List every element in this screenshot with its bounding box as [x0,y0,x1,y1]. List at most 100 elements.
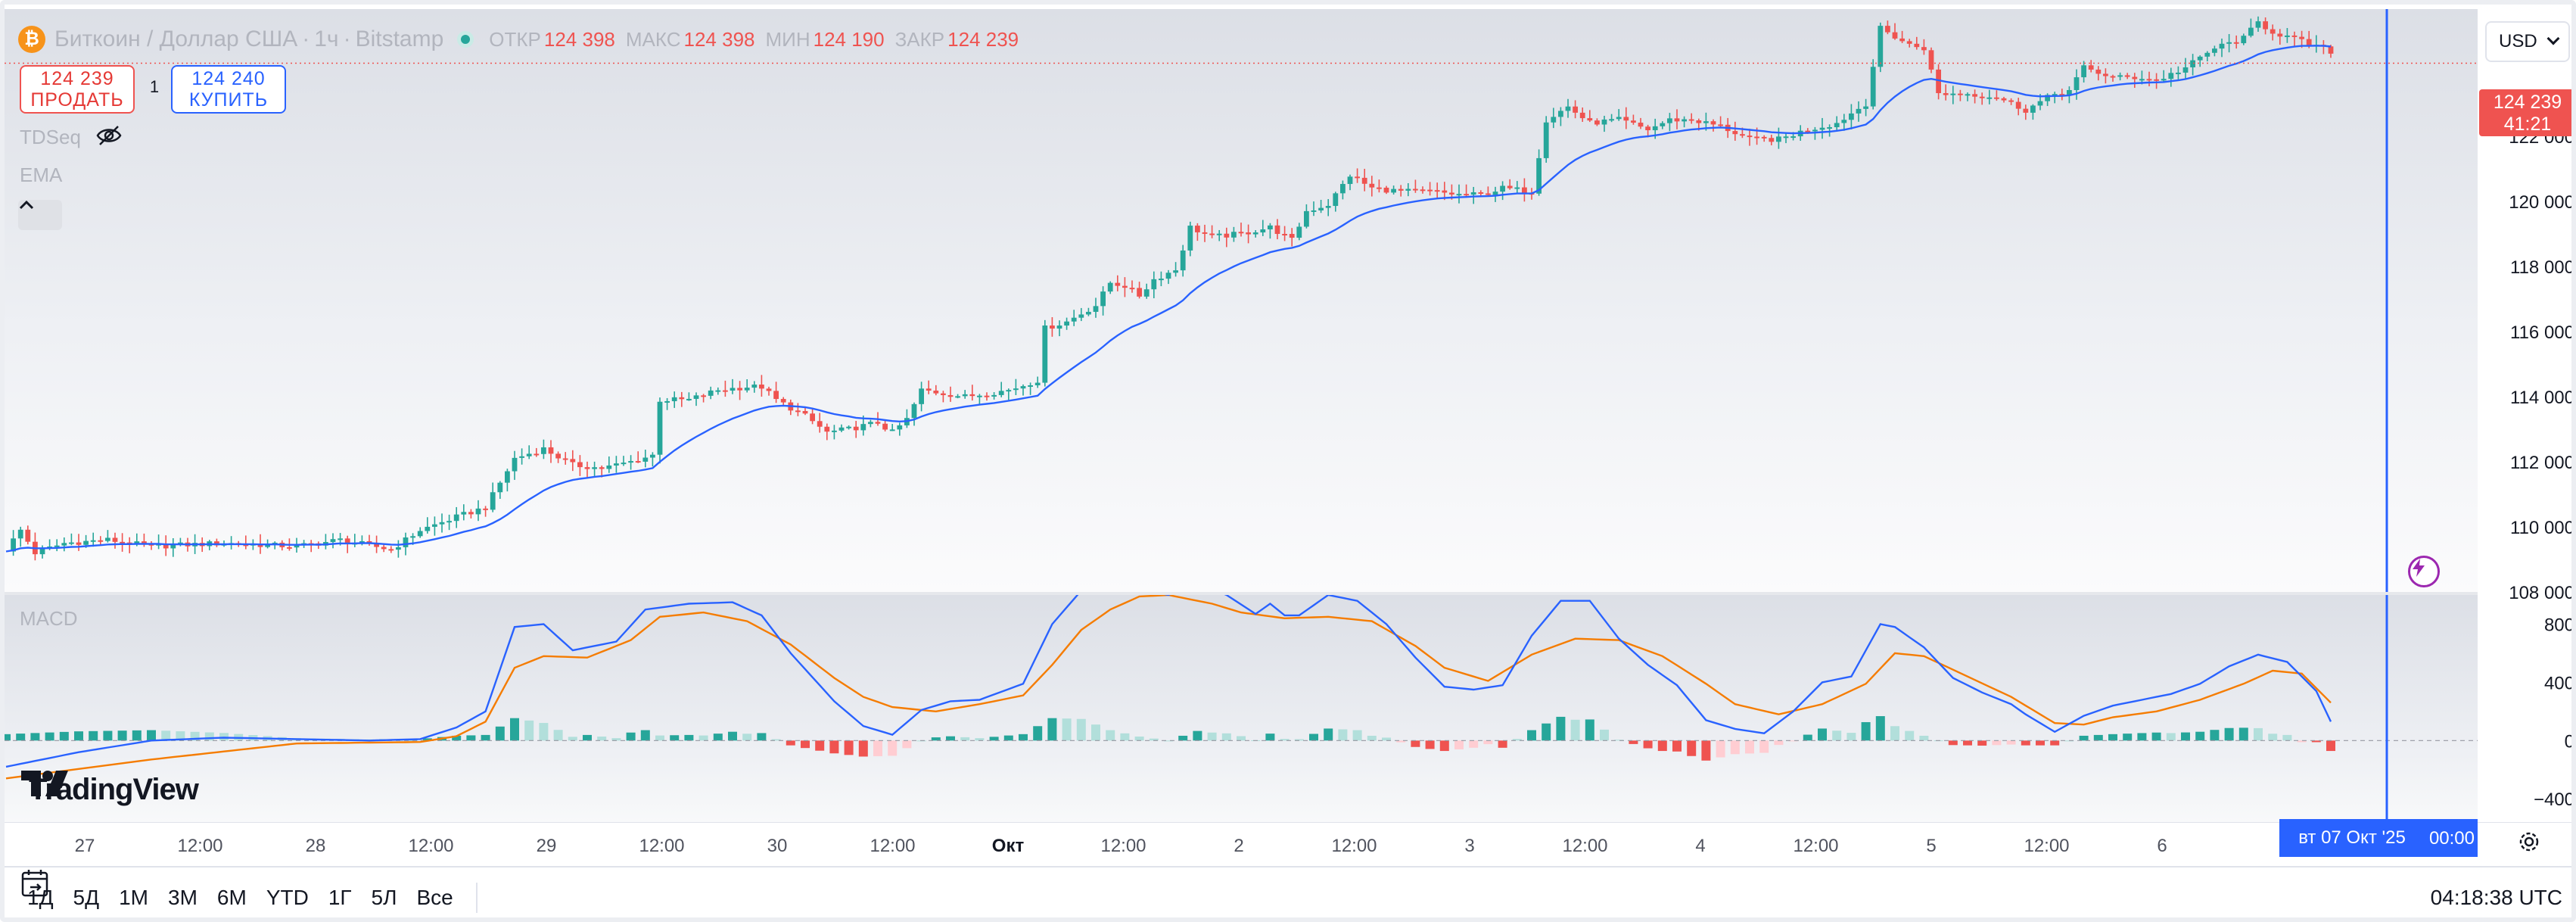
eye-crossed-icon[interactable] [95,124,123,147]
candle [1928,47,1934,73]
candle-body [1333,193,1339,207]
range-1m-button[interactable]: 1М [119,886,148,909]
price-pane[interactable] [5,9,2478,592]
candle-body [2124,75,2130,77]
macd-pane[interactable] [5,595,2478,822]
candle [1994,90,1999,101]
candle [1456,184,1462,204]
candle [2263,17,2268,35]
candle-body [1841,120,1847,123]
candle-body [1478,192,1484,195]
time-tick-label: 12:00 [1562,836,1607,856]
candle-body [453,514,459,522]
candle [1405,183,1411,197]
candle-body [1151,279,1157,290]
range-6m-button[interactable]: 6М [216,886,247,909]
candle-body [2081,65,2086,78]
candle-body [1616,117,1622,120]
range-1d-button[interactable]: 1Д [27,886,54,909]
candle-body [98,540,104,542]
range-3m-button[interactable]: 3М [168,886,198,909]
candle [1638,117,1644,129]
candle [766,386,772,396]
candle [744,379,750,393]
candle-body [2001,98,2007,101]
histogram-bar [103,730,113,741]
sell-button[interactable]: 124 239 ПРОДАТЬ [20,65,135,114]
open-label: ОТКР [489,27,541,51]
candle-body [962,394,968,397]
candle [2233,35,2239,49]
symbol-name[interactable]: Биткоин / Доллар США [54,26,298,51]
candle [1986,89,1993,104]
toolbar-divider [475,883,478,913]
histogram-bar [2238,727,2248,741]
histogram-bar [1861,721,1871,741]
candle-body [875,422,881,424]
candle [2095,66,2102,81]
calendar-goto-icon[interactable] [20,867,51,899]
collapse-legend-button[interactable] [18,200,62,230]
lightning-icon[interactable] [2408,556,2440,587]
candle-body [2285,35,2290,37]
candle-body [1470,192,1476,195]
time-axis[interactable]: 27 12:00 28 12:00 29 12:00 30 12:00 Окт 12:00 2 12:… [5,822,2571,864]
tradingview-logo[interactable]: TradingView [21,771,199,808]
candle [570,450,576,472]
histogram-bar [553,730,563,741]
indicator-ema[interactable]: EMA [20,164,63,186]
candle [1594,118,1600,126]
candle-body [1543,122,1549,158]
candle [889,423,895,431]
histogram-bar [829,740,839,754]
candle [475,500,481,522]
candle [1558,107,1563,126]
candle-body [1783,136,1789,139]
candle-body [664,400,670,403]
price-chart[interactable] [5,9,2478,592]
histogram-bar [1352,730,1362,741]
histogram-bar [655,735,664,741]
candle-body [1187,226,1193,251]
indicator-macd[interactable]: MACD [20,607,78,630]
candle-body [562,458,568,460]
candle-body [1180,250,1186,271]
candle [1616,109,1622,121]
histogram-bar [1570,719,1580,741]
utc-clock[interactable]: 04:18:38 UTC [2430,886,2562,909]
candle-body [1195,226,1200,232]
candle [817,413,823,433]
candle [955,394,960,399]
range-ytd-button[interactable]: YTD [266,886,309,909]
candle [1413,179,1418,193]
spread-value: 1 [149,77,160,96]
range-all-button[interactable]: Все [416,886,453,909]
symbol-legend[interactable]: ₿ Биткоин / Доллар США · 1ч · Bitstamp О… [18,21,1029,58]
currency-select[interactable]: USD [2485,21,2570,62]
candle [1122,277,1128,297]
indicator-tdseq[interactable]: TDSeq [20,126,81,148]
candle-body [1754,136,1759,139]
pane-separator[interactable] [5,592,2571,595]
gear-icon[interactable] [2515,828,2543,855]
candle [2328,45,2334,58]
candle-body [2161,79,2167,81]
candle [54,539,60,552]
candle-body [802,410,808,414]
candle [39,545,45,559]
range-5y-button[interactable]: 5Л [371,886,397,909]
histogram-bar [873,740,882,756]
range-5d-button[interactable]: 5Д [73,886,100,909]
macd-chart[interactable] [5,595,2478,822]
candle [2001,96,2007,103]
histogram-bar [1003,735,1013,741]
price-scale[interactable]: 108 000 110 000 112 000 114 000 116 000 118 0… [2478,9,2571,819]
histogram-bar [1657,740,1667,752]
histogram-bar [30,733,40,741]
candle [1434,182,1440,199]
candle-body [1623,117,1629,121]
buy-button[interactable]: 124 240 КУПИТЬ [171,65,286,114]
interval-label[interactable]: 1ч [314,26,339,51]
range-1y-button[interactable]: 1Г [328,886,352,909]
candle-body [1594,120,1600,125]
